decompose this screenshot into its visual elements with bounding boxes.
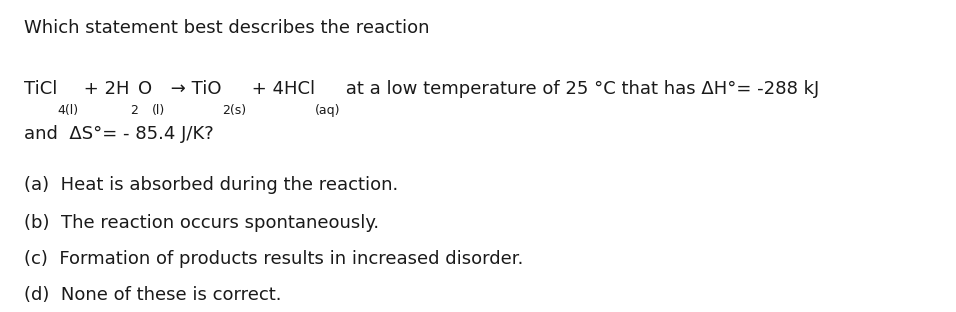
Text: at a low temperature of 25 °C that has ΔH°= -288 kJ: at a low temperature of 25 °C that has Δ… [340,80,819,98]
Text: TiCl: TiCl [24,80,57,98]
Text: 2(s): 2(s) [222,104,246,117]
Text: (c)  Formation of products results in increased disorder.: (c) Formation of products results in inc… [24,250,523,268]
Text: 2: 2 [130,104,138,117]
Text: + 2H: + 2H [78,80,130,98]
Text: + 4HCl: + 4HCl [246,80,315,98]
Text: Which statement best describes the reaction: Which statement best describes the react… [24,19,429,37]
Text: (l): (l) [152,104,165,117]
Text: O: O [138,80,152,98]
Text: and  ΔS°= - 85.4 J/K?: and ΔS°= - 85.4 J/K? [24,125,213,143]
Text: (a)  Heat is absorbed during the reaction.: (a) Heat is absorbed during the reaction… [24,176,398,194]
Text: (d)  None of these is correct.: (d) None of these is correct. [24,286,281,304]
Text: (b)  The reaction occurs spontaneously.: (b) The reaction occurs spontaneously. [24,214,379,232]
Text: → TiO: → TiO [165,80,222,98]
Text: (aq): (aq) [315,104,340,117]
Text: 4(l): 4(l) [57,104,78,117]
